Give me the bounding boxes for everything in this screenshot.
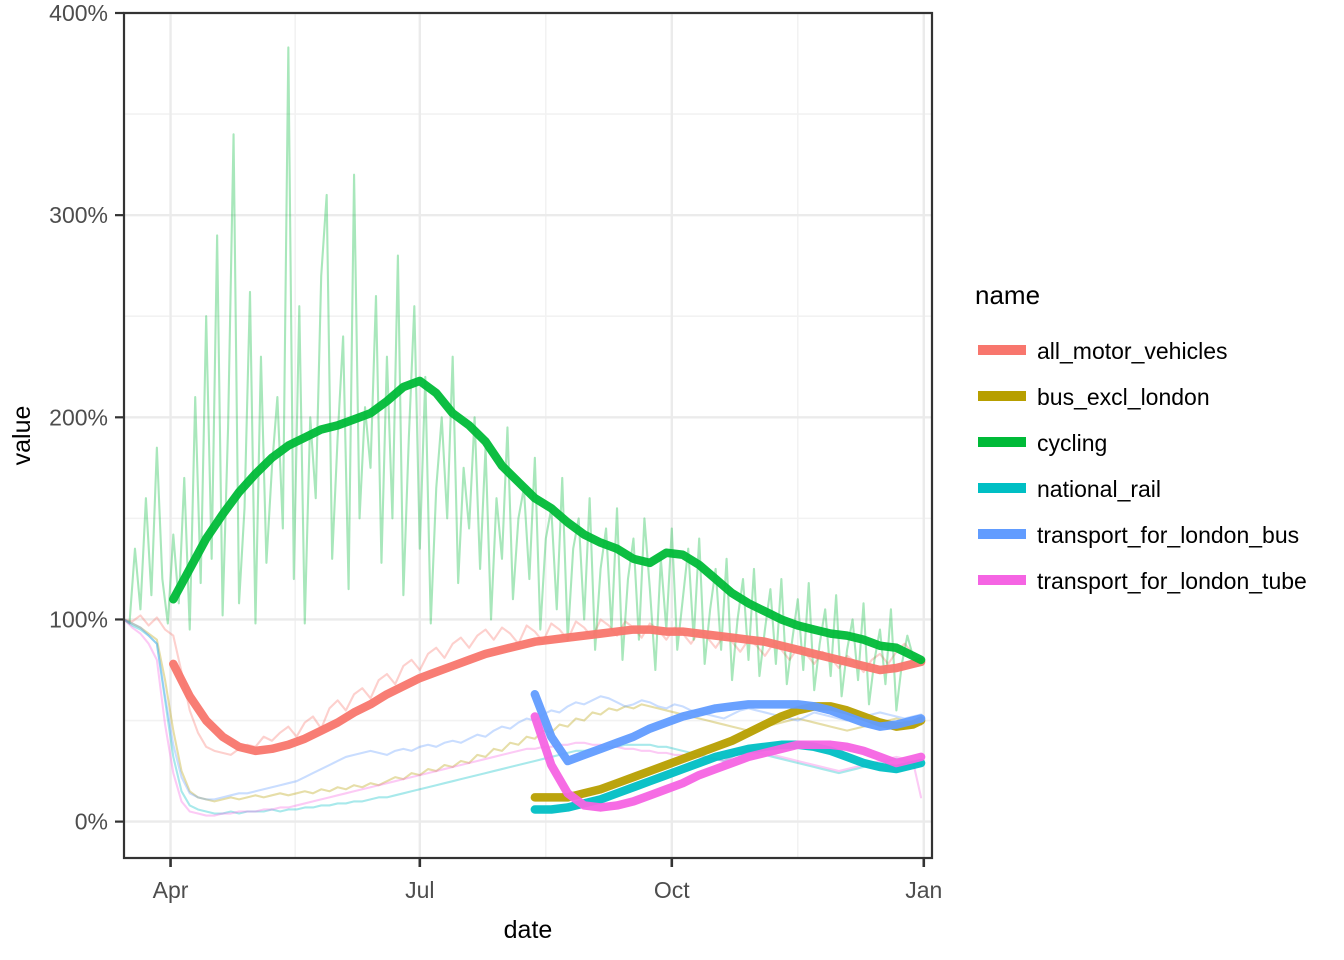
legend-item-transport_for_london_tube[interactable]: transport_for_london_tube — [975, 558, 1307, 598]
y-axis-tick-label: 200% — [49, 404, 108, 430]
legend-swatch-cycling — [978, 437, 1026, 447]
legend-item-national_rail[interactable]: national_rail — [975, 466, 1259, 506]
chart-root: 0% 100% 200% 300% 400% Apr Jul Oct Jan date value n… — [8, 0, 1307, 944]
series-raw-line-cycling — [124, 46, 920, 712]
y-axis-tick-label: 0% — [75, 809, 108, 835]
legend-label-bus_excl_london: bus_excl_london — [1037, 384, 1210, 410]
y-axis-tick-label: 300% — [49, 202, 108, 228]
series-raw-line-national_rail — [124, 618, 923, 815]
legend-swatch-transport_for_london_bus — [978, 529, 1026, 539]
y-axis-tick-label: 100% — [49, 606, 108, 632]
series-raw-line-transport_for_london_tube — [124, 618, 923, 817]
legend-title: name — [975, 280, 1040, 310]
series-smooth-line-national_rail — [530, 740, 926, 814]
legend-label-transport_for_london_bus: transport_for_london_bus — [1037, 522, 1299, 548]
legend-swatch-bus_excl_london — [978, 391, 1026, 401]
legend-label-all_motor_vehicles: all_motor_vehicles — [1037, 338, 1227, 364]
series-smooth-line-transport_for_london_tube — [530, 712, 926, 812]
x-axis-tick-label: Jul — [405, 877, 434, 903]
series-smooth-line-cycling — [169, 376, 926, 665]
legend-swatch-transport_for_london_tube — [978, 575, 1026, 585]
series-smooth-line-transport_for_london_bus — [530, 690, 926, 766]
x-axis-tick-label: Jan — [905, 877, 942, 903]
series-smooth-line-bus_excl_london — [530, 702, 926, 802]
y-axis-title: value — [8, 406, 36, 466]
panel-border — [122, 11, 934, 860]
series-layer — [124, 46, 926, 817]
legend-label-transport_for_london_tube: transport_for_london_tube — [1037, 568, 1307, 594]
series-smooth-line-all_motor_vehicles — [169, 625, 926, 756]
legend: name all_motor_vehicles bus_excl_londoncyc… — [975, 280, 1307, 598]
gridlines-minor — [124, 13, 932, 858]
legend-label-national_rail: national_rail — [1037, 476, 1161, 502]
x-axis-tick-label: Oct — [654, 877, 690, 903]
legend-item-cycling[interactable]: cycling — [975, 420, 1259, 460]
legend-item-bus_excl_london[interactable]: bus_excl_london — [975, 374, 1259, 414]
legend-label-cycling: cycling — [1037, 430, 1107, 456]
axes-layer: 0% 100% 200% 300% 400% Apr Jul Oct Jan date value — [8, 0, 942, 944]
legend-item-all_motor_vehicles[interactable]: all_motor_vehicles — [975, 328, 1259, 368]
legend-item-transport_for_london_bus[interactable]: transport_for_london_bus — [975, 512, 1299, 552]
x-axis-title: date — [504, 916, 553, 944]
panel-background — [124, 13, 932, 858]
series-raw-line-all_motor_vehicles — [124, 614, 923, 756]
y-axis-tick-label: 400% — [49, 0, 108, 26]
series-raw-line-bus_excl_london — [124, 618, 923, 803]
legend-swatch-all_motor_vehicles — [978, 345, 1026, 355]
legend-swatch-national_rail — [978, 483, 1026, 493]
x-axis-tick-label: Apr — [153, 877, 189, 903]
